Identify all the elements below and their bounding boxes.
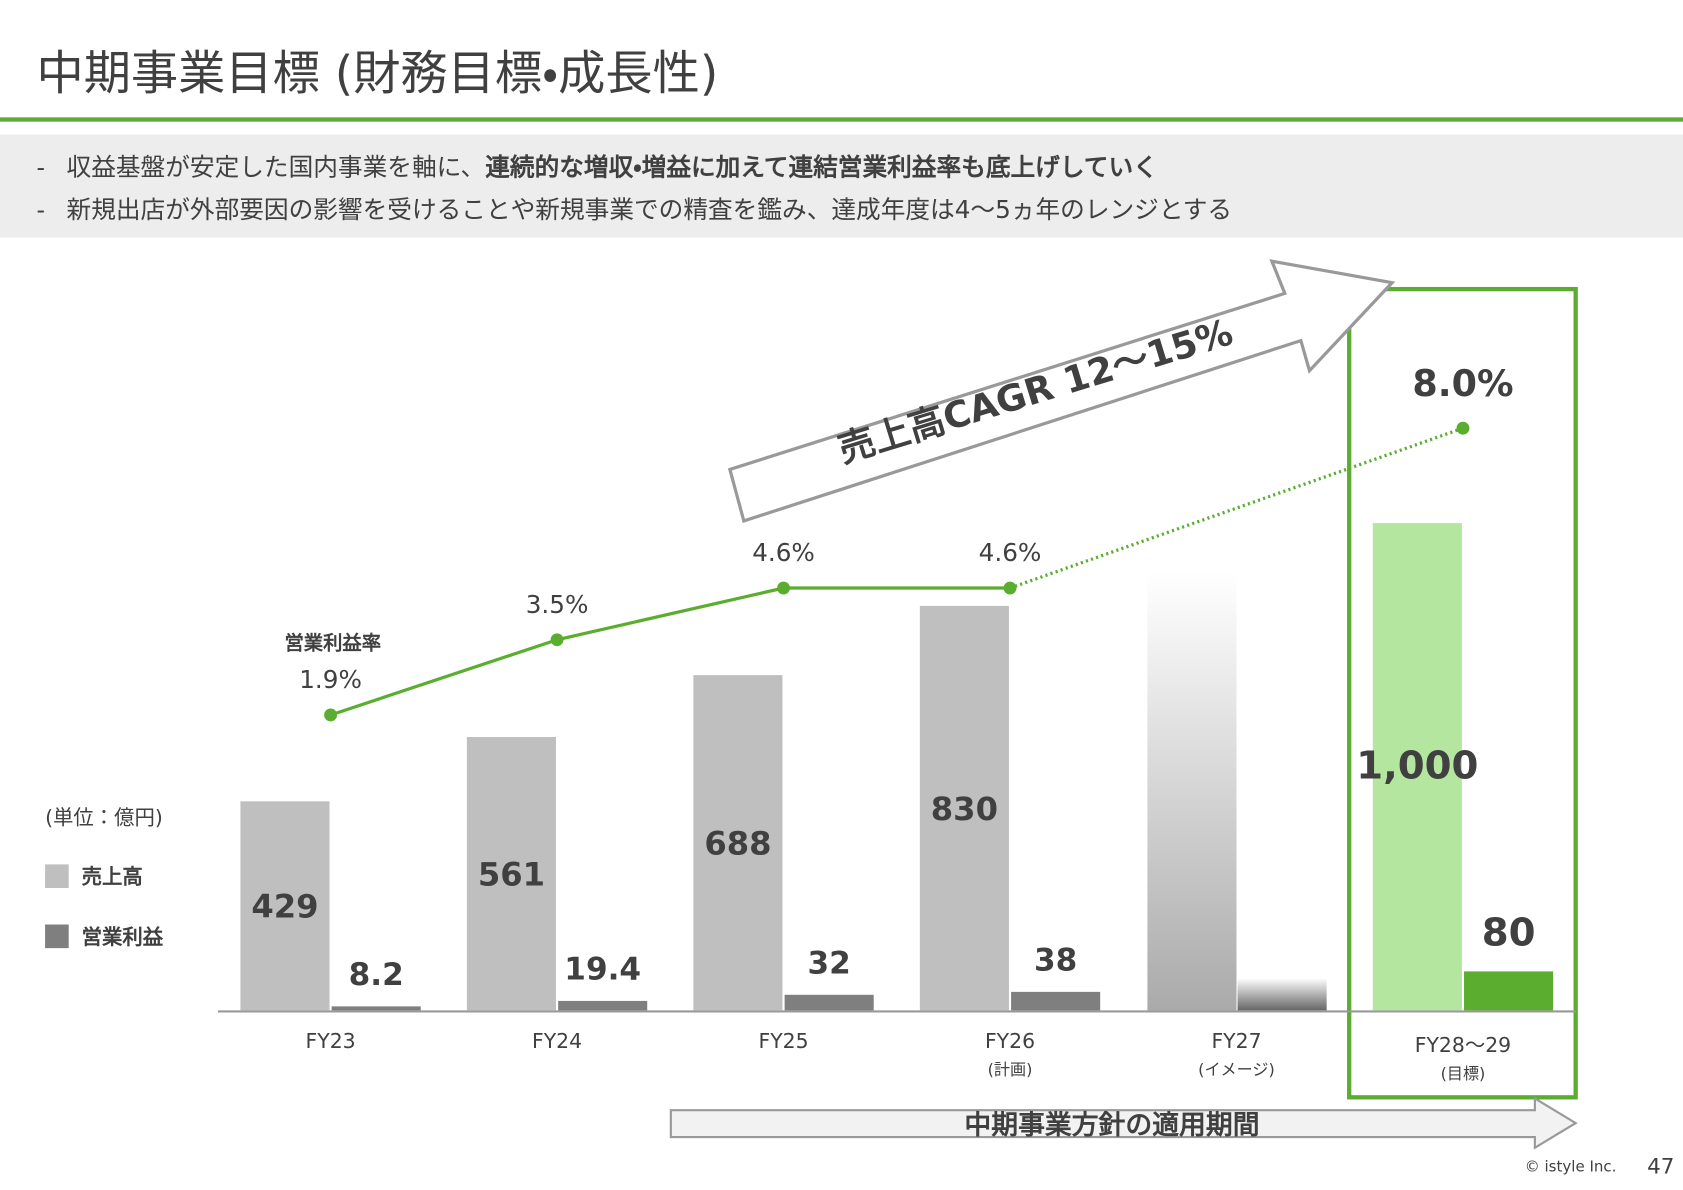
legend-swatch	[45, 864, 69, 889]
bullets: - 収益基盤が安定した国内事業を軸に、連続的な増収・増益に加えて連結営業利益率も底…	[36, 152, 1232, 224]
line	[330, 586, 1011, 717]
unit-label: (単位：億円)	[45, 806, 163, 830]
legend-swatch	[45, 924, 69, 949]
legend-label: 営業利益	[82, 925, 164, 949]
bar-value-label: 38	[1034, 942, 1077, 978]
bullet-text: 新規出店が外部要因の影響を受けることや新規事業での精査を鑑み、達成年度は4～5ヵ…	[67, 195, 1233, 224]
legend-label: 売上高	[82, 865, 143, 889]
x-tick-label: FY23	[306, 1029, 356, 1053]
bullet-segment: 新規出店が外部要因の影響を受けることや新規事業での精査を鑑み、達成年度は4～5ヵ…	[67, 195, 1233, 224]
bar-value-label: 830	[931, 790, 998, 828]
bar-value-label: 1,000	[1356, 744, 1478, 789]
x-tick-label: FY24	[532, 1029, 582, 1053]
x-tick-label: FY27	[1211, 1029, 1261, 1053]
bar-value-label: 80	[1482, 911, 1536, 956]
bar-value-label: 429	[251, 888, 318, 926]
bar-value-label: 8.2	[349, 957, 404, 993]
x-tick-label: FY25	[758, 1029, 808, 1053]
line-value-label: 4.6%	[979, 538, 1042, 567]
image-bar	[1237, 978, 1327, 1011]
bar-value-label: 19.4	[564, 951, 641, 987]
x-tick-note: (イメージ)	[1198, 1060, 1275, 1079]
chart: FY23 FY24 FY25 FY26 (計画) FY27 (イメージ) FY28～29 (目標…	[45, 362, 1554, 1083]
target-box	[1347, 286, 1578, 1100]
bullet-segment: 収益基盤が安定した国内事業を軸に、	[67, 152, 486, 181]
line-value-label: 3.5%	[526, 590, 589, 619]
copyright: © istyle Inc.	[1525, 1157, 1617, 1175]
title-rule	[0, 117, 1683, 122]
bar	[1464, 971, 1554, 1011]
line-point	[550, 633, 564, 647]
bar-value-label: 561	[478, 856, 545, 894]
bar-value-label: 32	[808, 945, 851, 981]
bar	[331, 1006, 421, 1011]
line-value-label: 8.0%	[1412, 362, 1513, 405]
x-tick-note: (計画)	[988, 1060, 1033, 1079]
title: 中期事業目標 (財務目標・成長性)	[36, 46, 718, 101]
line-point	[324, 708, 338, 722]
bar	[784, 994, 874, 1011]
bullet-segment: 連続的な増収・増益に加えて連結営業利益率も底上げしていく	[485, 152, 1158, 181]
x-tick-label: FY26	[985, 1029, 1035, 1053]
bar	[240, 801, 330, 1011]
bar	[693, 675, 783, 1011]
period-arrow	[669, 1096, 1578, 1150]
x-tick-label: FY28～29	[1415, 1033, 1511, 1057]
bar-value-label: 688	[704, 825, 771, 863]
bullet-text: 収益基盤が安定した国内事業を軸に、連続的な増収・増益に加えて連結営業利益率も底上…	[67, 152, 1158, 181]
bullet-marker: -	[36, 196, 45, 224]
line-value-label: 4.6%	[752, 538, 815, 567]
cagr-label: 売上高CAGR 12～15%	[833, 310, 1237, 471]
bar	[1372, 523, 1462, 1011]
line-value-label: 1.9%	[299, 665, 362, 694]
bullet-marker: -	[36, 153, 45, 181]
bar	[1011, 991, 1101, 1011]
bullet-band	[0, 134, 1683, 238]
page-number: 47	[1647, 1155, 1674, 1180]
line-point	[1456, 421, 1470, 435]
cagr-arrow	[727, 259, 1396, 523]
line-point	[1003, 581, 1017, 595]
bar	[919, 605, 1009, 1011]
bar	[466, 737, 556, 1011]
line-point	[777, 581, 790, 595]
bar	[558, 1000, 648, 1011]
period-label: 中期事業方針の適用期間	[964, 1110, 1259, 1141]
image-bar	[1147, 572, 1237, 1011]
x-tick-note: (目標)	[1441, 1064, 1486, 1083]
line-series-name: 営業利益率	[284, 632, 381, 655]
